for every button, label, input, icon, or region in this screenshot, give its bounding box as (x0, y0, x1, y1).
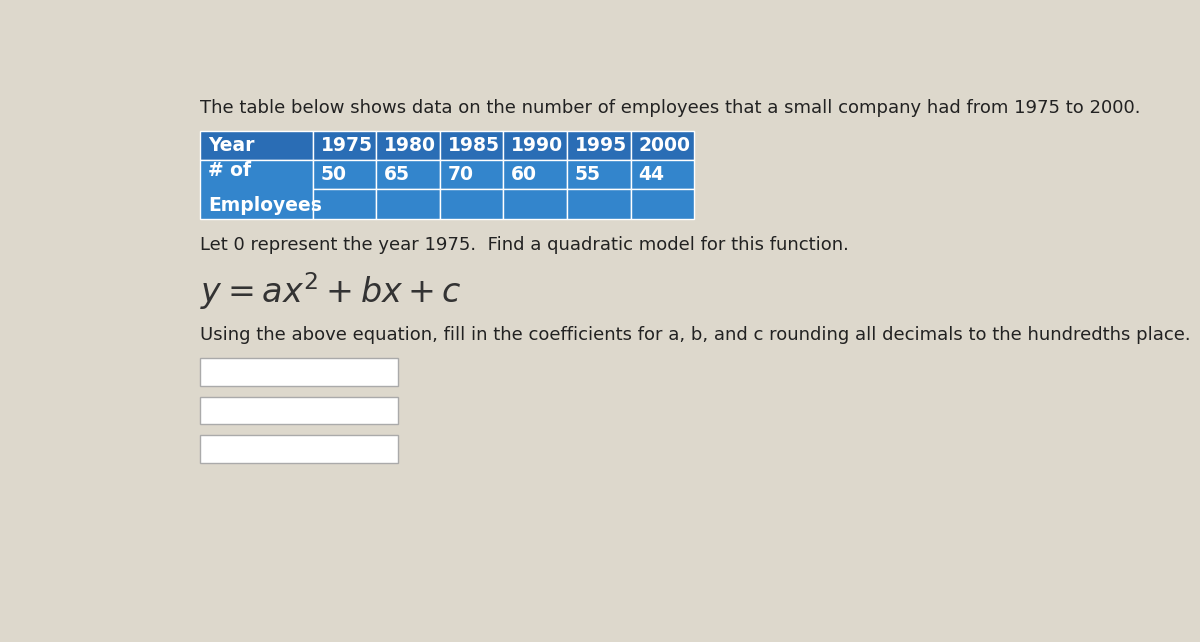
Text: 1975: 1975 (320, 136, 372, 155)
Text: Let 0 represent the year 1975.  Find a quadratic model for this function.: Let 0 represent the year 1975. Find a qu… (200, 236, 850, 254)
Bar (566, 131, 630, 160)
Bar (566, 189, 630, 219)
Text: 60: 60 (511, 166, 538, 184)
Text: The table below shows data on the number of employees that a small company had f: The table below shows data on the number… (200, 99, 1141, 117)
Text: Using the above equation, fill in the coefficients for a, b, and c rounding all : Using the above equation, fill in the co… (200, 325, 1190, 343)
Bar (200, 358, 398, 386)
Bar (377, 189, 440, 219)
Text: 50: 50 (320, 166, 347, 184)
Bar (377, 160, 440, 189)
Text: 70: 70 (448, 166, 474, 184)
Text: 1990: 1990 (511, 136, 563, 155)
Text: Year: Year (208, 136, 254, 155)
Text: 55: 55 (575, 166, 601, 184)
Bar (313, 189, 377, 219)
Bar (440, 160, 504, 189)
Bar (440, 131, 504, 160)
Text: 44: 44 (638, 166, 665, 184)
Bar (313, 160, 377, 189)
Text: # of: # of (208, 161, 251, 180)
Bar (200, 435, 398, 463)
Text: 1995: 1995 (575, 136, 626, 155)
Text: $y = ax^{2} + bx + c$: $y = ax^{2} + bx + c$ (200, 270, 462, 312)
Text: Employees: Employees (208, 196, 322, 215)
Bar (200, 397, 398, 424)
Text: 1985: 1985 (448, 136, 499, 155)
Bar (630, 131, 694, 160)
Bar (313, 131, 377, 160)
Bar (440, 189, 504, 219)
Bar (504, 160, 566, 189)
Bar (566, 160, 630, 189)
Bar (630, 189, 694, 219)
Text: 2000: 2000 (638, 136, 690, 155)
Text: 1980: 1980 (384, 136, 436, 155)
Bar (504, 131, 566, 160)
Bar (200, 160, 313, 219)
Bar (630, 160, 694, 189)
Bar (504, 189, 566, 219)
Bar (200, 131, 313, 160)
Text: 65: 65 (384, 166, 410, 184)
Bar (377, 131, 440, 160)
